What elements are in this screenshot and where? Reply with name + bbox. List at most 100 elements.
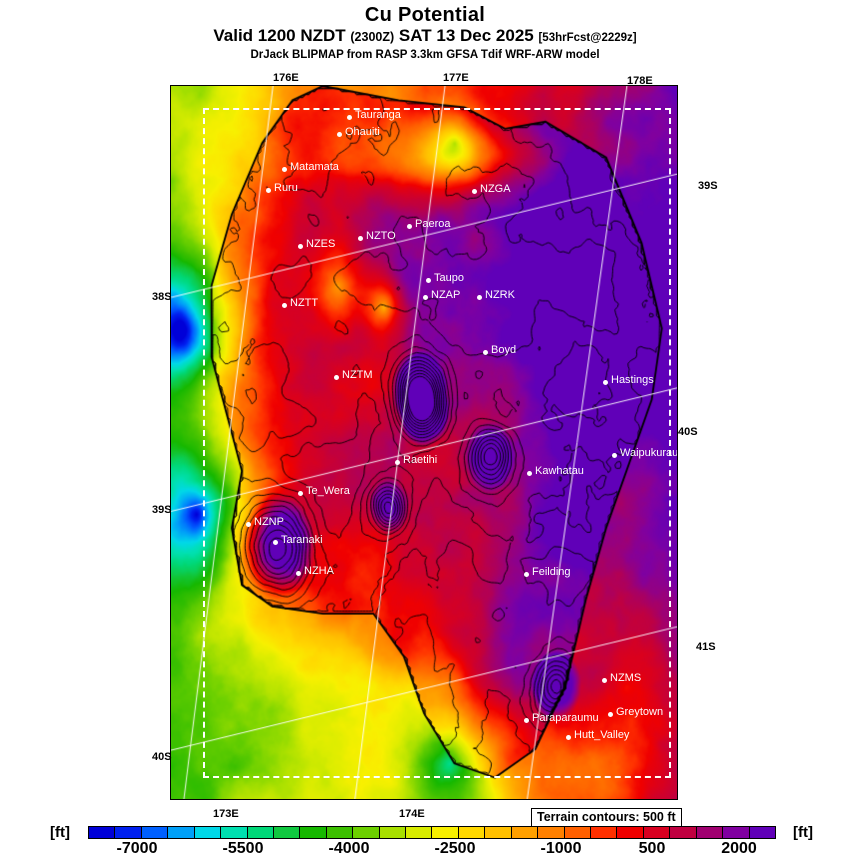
city-dot-icon [333, 374, 339, 380]
graticule-label: 41S [696, 641, 716, 653]
colorbar-unit-right: [ft] [793, 824, 813, 841]
city-dot-icon [526, 470, 532, 476]
colorbar-segment [89, 827, 116, 838]
city-dot-icon [295, 570, 301, 576]
valid-utc: (2300Z) [350, 30, 395, 44]
city-label: Taupo [434, 272, 464, 284]
city-dot-icon [476, 294, 482, 300]
city-dot-icon [394, 459, 400, 465]
colorbar-segment [300, 827, 327, 838]
forecast-tag: [53hrFcst@2229z] [538, 32, 637, 44]
city-dot-icon [611, 452, 617, 458]
colorbar-segment [696, 827, 724, 838]
city-dot-icon [523, 717, 529, 723]
city-label: Hastings [611, 374, 654, 386]
colorbar-segment [273, 827, 301, 838]
colorbar-segment [221, 827, 248, 838]
colorbar-segment [485, 827, 512, 838]
city-dot-icon [602, 379, 608, 385]
cu-potential-raster [171, 86, 677, 799]
city-dot-icon [565, 734, 571, 740]
city-dot-icon [297, 243, 303, 249]
city-label: NZAP [431, 289, 461, 301]
city-dot-icon [471, 188, 477, 194]
colorbar-segment [591, 827, 618, 838]
city-label: Waipukurau [620, 447, 678, 459]
city-dot-icon [406, 223, 412, 229]
graticule-label: 174E [399, 808, 425, 820]
weather-map[interactable]: Tauranga Ohauiti Matamata Ruru NZES NZTO Paero… [170, 85, 678, 800]
graticule-label: 39S [698, 180, 718, 192]
page-title: Cu Potential [364, 4, 486, 26]
colorbar-segment [670, 827, 697, 838]
colorbar-gradient [88, 826, 776, 839]
city-label: Hutt_Valley [574, 729, 630, 741]
valid-date: SAT 13 Dec 2025 [398, 26, 534, 45]
colorbar-segment [643, 827, 671, 838]
colorbar-segment [194, 827, 222, 838]
city-dot-icon [601, 677, 607, 683]
colorbar-tick-label: 2000 [721, 840, 757, 857]
colorbar-segment [141, 827, 169, 838]
graticule-label: 177E [443, 72, 469, 84]
model-description: DrJack BLIPMAP from RASP 3.3km GFSA Tdif… [250, 49, 600, 61]
colorbar-tick-label: 500 [638, 840, 666, 857]
colorbar-segment [511, 827, 539, 838]
graticule-label: 176E [273, 72, 299, 84]
city-label: Raetihi [403, 454, 438, 466]
colorbar-segment [538, 827, 565, 838]
colorbar-tick-label: -2500 [434, 840, 476, 857]
city-label: Te_Wera [306, 485, 350, 497]
city-dot-icon [245, 521, 251, 527]
city-dot-icon [346, 114, 352, 120]
city-label: Kawhatau [535, 465, 584, 477]
city-dot-icon [482, 349, 488, 355]
city-label: Boyd [491, 344, 517, 356]
colorbar-segment [353, 827, 380, 838]
city-label: NZES [306, 238, 336, 250]
graticule-label: 173E [213, 808, 239, 820]
graticule-label: 39S [152, 504, 172, 516]
city-label: NZNP [254, 516, 284, 528]
city-label: Ohauiti [345, 126, 380, 138]
city-label: NZHA [304, 565, 334, 577]
city-dot-icon [281, 302, 287, 308]
colorbar-segment [326, 827, 354, 838]
colorbar-segment [617, 827, 644, 838]
city-label: NZTT [290, 297, 319, 309]
colorbar-segment [168, 827, 195, 838]
city-dot-icon [265, 187, 271, 193]
city-label: Paeroa [415, 218, 451, 230]
city-label: Ruru [274, 182, 298, 194]
graticule-label: 40S [678, 426, 698, 438]
colorbar-tick-label: -5500 [222, 840, 264, 857]
colorbar-segment [564, 827, 592, 838]
colorbar-tick-label: -1000 [540, 840, 582, 857]
colorbar: [ft] [ft] -7000 -5500 -4000 -2500 -1000 500 20… [0, 824, 850, 860]
city-dot-icon [281, 166, 287, 172]
colorbar-segment [749, 827, 775, 838]
colorbar-segment [723, 827, 750, 838]
colorbar-segment [379, 827, 407, 838]
graticule-label: 38S [152, 291, 172, 303]
city-dot-icon [523, 571, 529, 577]
valid-time: Valid 1200 NZDT [213, 26, 346, 45]
city-label: NZGA [480, 183, 511, 195]
city-dot-icon [425, 277, 431, 283]
city-dot-icon [607, 711, 613, 717]
graticule-label: 178E [627, 75, 653, 87]
colorbar-tick-label: -7000 [116, 840, 158, 857]
city-dot-icon [272, 539, 278, 545]
city-label: Greytown [616, 706, 664, 718]
city-label: NZRK [485, 289, 515, 301]
city-label: NZTO [366, 230, 396, 242]
colorbar-unit-left: [ft] [50, 824, 70, 841]
title-block: Cu Potential Valid 1200 NZDT (2300Z) SAT… [0, 0, 850, 63]
colorbar-segment [406, 827, 433, 838]
subdomain-dashed-rectangle [203, 108, 671, 778]
graticule-label: 40S [152, 751, 172, 763]
city-label: Matamata [290, 161, 339, 173]
city-label: Feilding [532, 566, 571, 578]
colorbar-segment [247, 827, 274, 838]
valid-time-line: Valid 1200 NZDT (2300Z) SAT 13 Dec 2025 … [0, 26, 850, 48]
